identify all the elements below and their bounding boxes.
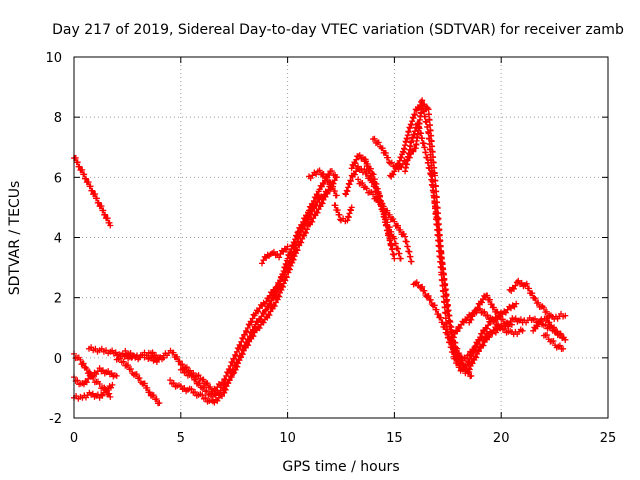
y-axis-label: SDTVAR / TECUs bbox=[7, 181, 23, 296]
y-tick-label: 6 bbox=[54, 171, 62, 186]
data-series-arc-06 bbox=[113, 355, 163, 407]
y-tick-label: 0 bbox=[54, 352, 62, 367]
data-series-arc-18 bbox=[370, 102, 569, 374]
x-tick-labels: 0 5 10 15 20 25 bbox=[70, 431, 616, 446]
x-tick-label: 25 bbox=[600, 431, 617, 446]
marker-path bbox=[370, 102, 569, 374]
marker-path bbox=[259, 243, 291, 267]
y-tick-label: 2 bbox=[54, 292, 62, 307]
marker-path bbox=[540, 332, 567, 352]
x-axis-label: GPS time / hours bbox=[282, 459, 399, 475]
marker-path bbox=[177, 168, 340, 400]
y-tick-label: 4 bbox=[54, 232, 62, 247]
marker-path bbox=[355, 176, 415, 265]
data-series-arc-25 bbox=[530, 315, 569, 343]
x-tick-label: 10 bbox=[279, 431, 296, 446]
x-tick-label: 0 bbox=[70, 431, 78, 446]
data-series-arc-10 bbox=[177, 168, 340, 400]
grid-lines bbox=[74, 57, 608, 418]
data-series-arc-07 bbox=[122, 347, 167, 365]
data-series-arc-15 bbox=[348, 152, 396, 253]
marker-path bbox=[113, 355, 163, 407]
marker-path bbox=[71, 154, 114, 229]
plot-frame bbox=[73, 56, 609, 419]
x-tick-label: 15 bbox=[386, 431, 403, 446]
x-tick-label: 5 bbox=[177, 431, 185, 446]
data-series-arc-17 bbox=[355, 176, 415, 265]
data-series-arc-23 bbox=[466, 292, 511, 328]
marker-path bbox=[331, 202, 355, 225]
y-tick-labels: -2 0 2 4 6 8 10 bbox=[45, 51, 62, 427]
data-series-arc-24 bbox=[506, 277, 569, 322]
data-series-arc-01 bbox=[71, 154, 114, 229]
marker-path bbox=[506, 277, 569, 322]
x-tick-label: 20 bbox=[493, 431, 510, 446]
y-tick-label: 8 bbox=[54, 111, 62, 126]
marker-path bbox=[348, 152, 396, 253]
data-series-arc-26 bbox=[540, 332, 567, 352]
marker-path bbox=[306, 167, 340, 199]
marker-path bbox=[410, 279, 475, 380]
y-tick-label: -2 bbox=[49, 412, 62, 427]
chart-title: Day 217 of 2019, Sidereal Day-to-day VTE… bbox=[52, 22, 624, 38]
data-series-arc-12 bbox=[306, 167, 340, 199]
y-tick-label: 10 bbox=[45, 51, 62, 66]
marker-path bbox=[122, 347, 167, 365]
data-series-arc-13 bbox=[331, 202, 355, 225]
data-series-arc-21 bbox=[410, 279, 475, 380]
data-markers bbox=[71, 97, 569, 407]
marker-path bbox=[530, 315, 569, 343]
marker-path bbox=[466, 292, 511, 328]
data-series-arc-11 bbox=[259, 243, 291, 267]
